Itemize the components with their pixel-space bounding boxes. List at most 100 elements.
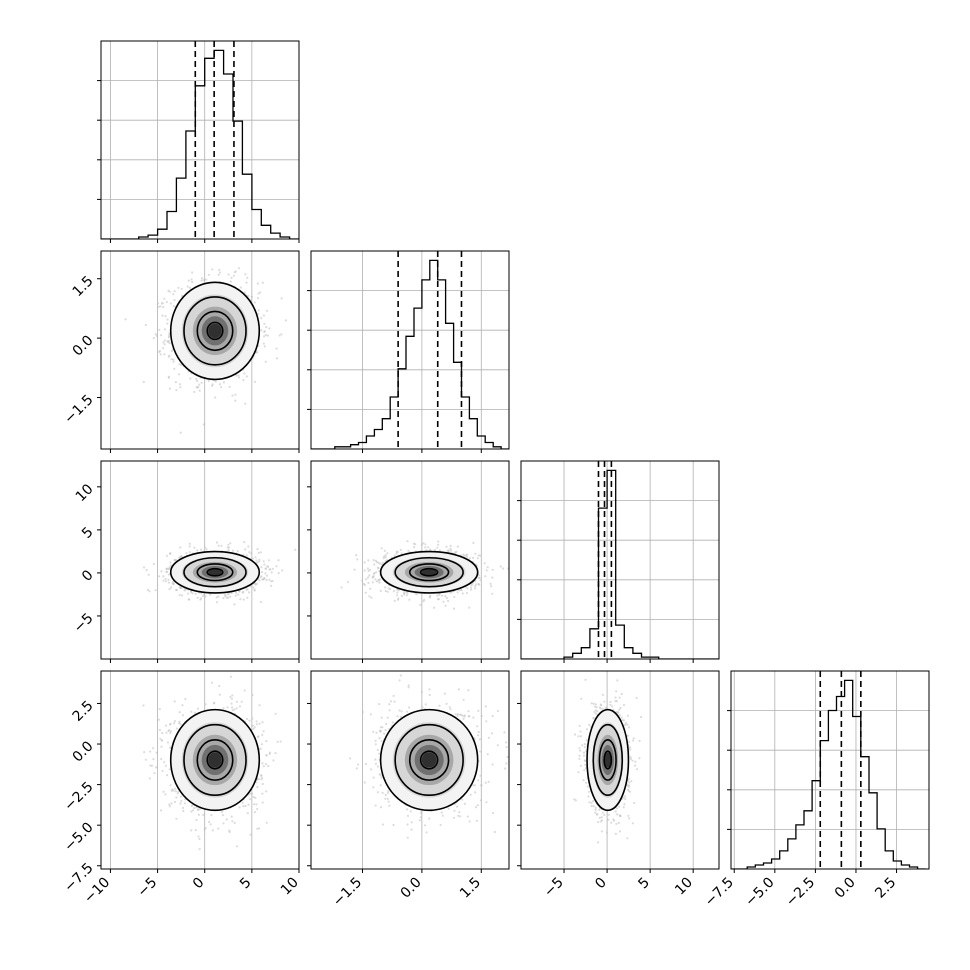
scatter-point (179, 795, 182, 798)
scatter-point (257, 309, 260, 312)
scatter-point (190, 278, 193, 281)
scatter-point (248, 591, 251, 594)
scatter-point (405, 591, 408, 594)
scatter-point (148, 777, 151, 780)
scatter-point (253, 589, 256, 592)
scatter-point (222, 822, 225, 825)
scatter-point (369, 587, 372, 590)
scatter-point (180, 363, 183, 367)
scatter-point (163, 328, 166, 331)
histogram-step-line (311, 259, 509, 449)
scatter-point (422, 542, 425, 545)
scatter-point (241, 591, 244, 594)
scatter-point (247, 294, 250, 298)
scatter-point (263, 577, 266, 580)
scatter-point (164, 315, 167, 318)
scatter-point (413, 546, 416, 549)
scatter-point (227, 273, 230, 276)
scatter-point (230, 276, 233, 279)
scatter-point (124, 318, 127, 321)
scatter-point (392, 590, 395, 593)
scatter-point (163, 343, 166, 346)
scatter-point (202, 279, 205, 282)
scatter-point (200, 381, 203, 384)
scatter-point (255, 559, 258, 562)
scatter-point (198, 383, 201, 386)
scatter-point (161, 769, 164, 773)
scatter-point (191, 280, 194, 284)
scatter-point (485, 569, 488, 572)
scatter-point (375, 580, 378, 583)
scatter-point (220, 810, 223, 814)
scatter-point (374, 578, 377, 581)
scatter-point (242, 805, 245, 808)
scatter-point (264, 360, 267, 363)
scatter-point (469, 586, 473, 589)
scatter-point (259, 600, 263, 604)
scatter-point (260, 743, 264, 746)
scatter-point (166, 322, 169, 325)
scatter-point (173, 290, 176, 293)
scatter-point (175, 558, 178, 562)
axes-frame (100, 250, 300, 450)
scatter-point (361, 579, 364, 582)
scatter-point (211, 829, 214, 832)
scatter-point (384, 556, 387, 559)
scatter-point (427, 546, 430, 549)
scatter-point (154, 589, 157, 592)
scatter-point (373, 563, 376, 566)
scatter-point (444, 595, 447, 598)
scatter-point (229, 280, 232, 283)
scatter-point (165, 300, 168, 304)
scatter-point (250, 295, 253, 298)
scatter-point (374, 559, 377, 562)
density-region (208, 569, 222, 576)
scatter-point (238, 267, 241, 270)
scatter-point (158, 708, 161, 711)
scatter-point (353, 568, 356, 571)
scatter-point (399, 548, 402, 552)
scatter-point (227, 549, 230, 552)
contour-line (419, 567, 439, 577)
scatter-point (244, 402, 247, 405)
scatter-point (502, 567, 505, 570)
scatter-point (254, 556, 257, 559)
scatter-point (231, 549, 235, 552)
scatter-point (265, 574, 269, 577)
scatter-point (266, 334, 269, 337)
y-tick-label: 0.0 (70, 332, 97, 359)
scatter-point (167, 568, 170, 571)
scatter-point (364, 591, 367, 594)
scatter-point (447, 599, 450, 603)
scatter-point (152, 336, 155, 340)
scatter-point (340, 586, 343, 589)
scatter-point (486, 566, 489, 569)
scatter-point (172, 358, 175, 361)
scatter-point (466, 587, 469, 590)
scatter-point (228, 385, 231, 388)
scatter-point (190, 710, 193, 713)
scatter-point (264, 572, 267, 575)
scatter-point (387, 587, 390, 590)
scatter-point (220, 544, 223, 547)
scatter-point (157, 718, 160, 721)
scatter-point (164, 577, 167, 581)
scatter-point (376, 566, 380, 569)
scatter-point (242, 598, 245, 601)
scatter-point (476, 557, 479, 560)
scatter-point (158, 328, 161, 331)
scatter-point (280, 297, 283, 300)
scatter-point (378, 569, 381, 573)
scatter-point (162, 306, 165, 309)
scatter-point (268, 578, 271, 581)
scatter-point (231, 706, 234, 709)
scatter-point (258, 558, 261, 561)
scatter-point (222, 381, 225, 384)
contour-line (408, 563, 450, 582)
scatter-point (275, 357, 278, 360)
scatter-point (445, 596, 448, 600)
scatter-point (424, 546, 427, 549)
scatter-point (144, 323, 147, 327)
scatter-point (461, 592, 464, 595)
